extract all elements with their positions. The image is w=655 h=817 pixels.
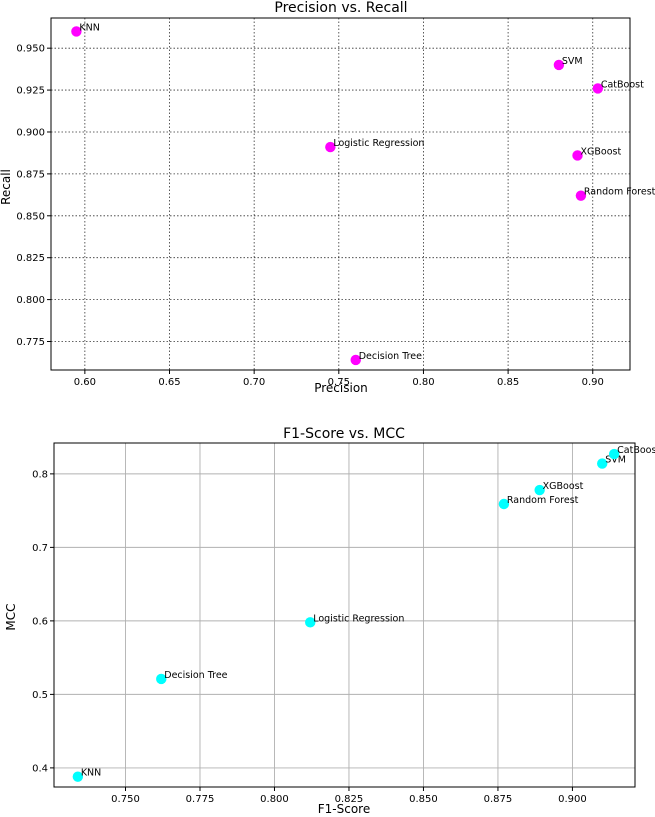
data-point <box>572 150 583 161</box>
data-point-label: XGBoost <box>543 481 584 492</box>
chart-f1-score-vs-mcc: F1-Score vs. MCC F1-Score MCC 0.750 0.775… <box>4 426 655 816</box>
data-point <box>498 498 510 510</box>
x-tick-label: 0.70 <box>243 377 265 388</box>
chart-title: Precision vs. Recall <box>274 0 407 16</box>
x-tick-label: 0.825 <box>335 794 364 805</box>
y-tick-label: 0.875 <box>16 169 45 180</box>
data-point-label: SVM <box>562 56 583 67</box>
y-tick-label: 0.7 <box>32 543 48 554</box>
data-point <box>156 673 167 685</box>
y-axis-label: MCC <box>4 603 18 630</box>
data-point <box>608 448 620 460</box>
data-point-label: Logistic Regression <box>333 138 424 149</box>
y-tick-label: 0.900 <box>16 127 45 138</box>
data-point-label: KNN <box>79 22 99 33</box>
grid <box>54 443 635 787</box>
y-tick-label: 0.8 <box>32 469 48 480</box>
x-tick-label: 0.85 <box>497 377 519 388</box>
x-axis-label: Precision <box>314 381 368 395</box>
y-tick-label: 0.775 <box>16 337 45 348</box>
data-point-label: Random Forest <box>507 495 579 506</box>
x-tick-label: 0.90 <box>582 377 604 388</box>
chart-title: F1-Score vs. MCC <box>283 426 405 442</box>
y-tick-label: 0.925 <box>16 86 45 97</box>
data-point-label: CatBoost <box>601 79 644 90</box>
data-point <box>305 617 316 628</box>
y-tick-label: 0.800 <box>16 295 45 306</box>
data-point-label: Random Forest <box>584 187 655 198</box>
x-tick-label: 0.80 <box>412 377 434 388</box>
data-point <box>597 458 608 469</box>
x-tick-label: 0.75 <box>328 377 350 388</box>
x-tick-label: 0.60 <box>74 377 96 388</box>
axes-frame <box>50 17 631 371</box>
y-tick-label: 0.950 <box>16 44 45 55</box>
data-point-label: SVM <box>605 455 626 466</box>
data-point <box>71 26 82 37</box>
x-tick-label: 0.750 <box>111 794 140 805</box>
x-axis-label: F1-Score <box>318 802 370 816</box>
y-axis-label: Recall <box>0 169 13 205</box>
data-point <box>575 190 587 201</box>
y-tick-label: 0.825 <box>16 253 45 264</box>
x-tick-label: 0.800 <box>260 794 289 805</box>
data-point <box>325 141 336 153</box>
data-point-label: Decision Tree <box>164 670 227 681</box>
chart-precision-vs-recall: Precision vs. Recall Precision Recall 0.… <box>0 0 655 395</box>
data-point-label: Decision Tree <box>359 351 422 362</box>
x-tick-label: 0.775 <box>186 794 215 805</box>
data-point-label: CatBoost <box>617 445 655 456</box>
x-tick-label: 0.65 <box>158 377 180 388</box>
y-tick-label: 0.6 <box>32 616 48 627</box>
grid <box>51 18 630 370</box>
x-tick-label: 0.875 <box>484 794 513 805</box>
data-point <box>553 59 565 71</box>
y-tick-label: 0.850 <box>16 211 45 222</box>
x-tick-label: 0.900 <box>558 794 587 805</box>
x-tick-label: 0.850 <box>409 794 438 805</box>
axes-frame <box>53 442 636 788</box>
data-point <box>350 354 361 366</box>
data-point-label: KNN <box>81 768 101 779</box>
y-tick-label: 0.4 <box>32 763 48 774</box>
data-point <box>72 771 84 782</box>
data-point-label: XGBoost <box>581 146 622 157</box>
data-point <box>592 83 604 94</box>
data-point <box>534 484 545 496</box>
y-tick-label: 0.5 <box>32 690 48 701</box>
data-point-label: Logistic Regression <box>313 613 404 624</box>
